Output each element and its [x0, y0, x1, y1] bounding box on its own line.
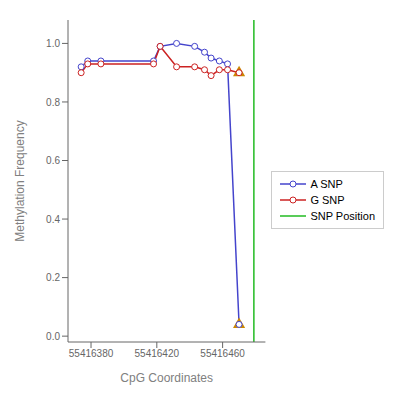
svg-text:Methylation Frequency: Methylation Frequency [13, 120, 27, 241]
svg-text:CpG Coordinates: CpG Coordinates [120, 371, 213, 385]
svg-text:0.2: 0.2 [46, 272, 60, 283]
svg-text:1.0: 1.0 [46, 38, 60, 49]
svg-text:55416460: 55416460 [200, 348, 245, 359]
svg-text:0.6: 0.6 [46, 155, 60, 166]
html-text:A SNP: A SNP [310, 178, 343, 190]
svg-text:0.4: 0.4 [46, 214, 60, 225]
svg-text:55416380: 55416380 [69, 348, 114, 359]
svg-text:0.0: 0.0 [46, 331, 60, 342]
html-text:SNP Position: SNP Position [310, 210, 375, 222]
svg-text:0.8: 0.8 [46, 97, 60, 108]
svg-text:55416420: 55416420 [135, 348, 180, 359]
html-text:G SNP: G SNP [310, 194, 345, 206]
